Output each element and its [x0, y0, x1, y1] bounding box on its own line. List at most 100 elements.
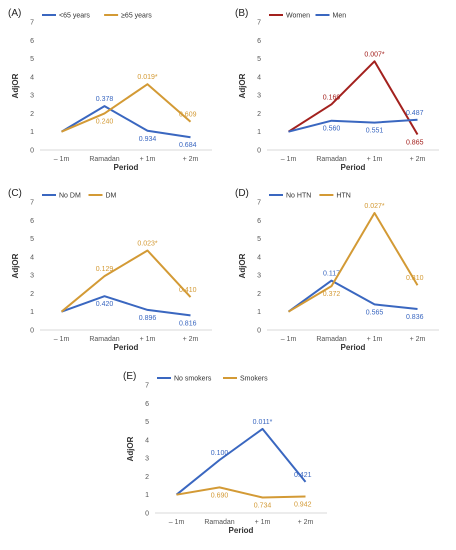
x-tick-label: + 1m — [140, 336, 156, 343]
data-label: 0.565 — [366, 309, 384, 316]
series-line-women — [287, 60, 419, 136]
x-axis-title: Period — [114, 163, 139, 172]
y-tick-label: 2 — [145, 474, 149, 481]
data-label: 0.421 — [294, 472, 312, 479]
series-line-htn — [287, 212, 419, 313]
x-tick-label: + 2m — [183, 336, 199, 343]
panel-label: (A) — [8, 8, 21, 19]
series-line-no-dm — [61, 295, 191, 317]
y-tick-label: 4 — [257, 254, 261, 261]
y-tick-label: 5 — [30, 236, 34, 243]
x-tick-label: Ramadan — [316, 156, 346, 163]
y-tick-label: 2 — [30, 111, 34, 118]
x-tick-label: Ramadan — [89, 336, 119, 343]
data-label: 0.023* — [137, 240, 158, 247]
x-tick-label: + 1m — [367, 336, 383, 343]
chart-panel-3: (C) 0 1 2 3 4 5 6 7 AdjOR – 1m Ramadan + 1m + 2m Perio… — [8, 188, 212, 352]
y-tick-label: 1 — [30, 129, 34, 136]
x-tick-label: Ramadan — [89, 156, 119, 163]
y-axis-title: AdjOR — [11, 253, 20, 278]
panel-label: (D) — [235, 188, 249, 199]
data-label: 0.942 — [294, 502, 312, 509]
legend-label-women: Women — [286, 13, 310, 20]
y-tick-label: 7 — [257, 200, 261, 207]
y-tick-label: 4 — [30, 74, 34, 81]
y-axis-title: AdjOR — [126, 436, 135, 461]
y-tick-label: 0 — [30, 328, 34, 335]
data-label: 0.129 — [96, 266, 114, 273]
y-tick-label: 0 — [257, 148, 261, 155]
y-tick-label: 6 — [257, 38, 261, 45]
x-tick-label: – 1m — [169, 519, 185, 526]
legend-label-no-dm: No DM — [59, 193, 81, 200]
y-tick-label: 5 — [257, 56, 261, 63]
x-tick-label: + 1m — [140, 156, 156, 163]
y-tick-label: 7 — [30, 20, 34, 27]
x-tick-label: + 2m — [410, 336, 426, 343]
y-tick-label: 4 — [30, 254, 34, 261]
series-line-smokers — [176, 486, 306, 499]
x-tick-label: Ramadan — [316, 336, 346, 343]
series-line-men — [288, 118, 418, 133]
y-tick-label: 2 — [257, 111, 261, 118]
data-label: 0.487 — [406, 110, 424, 117]
data-label: 0.011* — [253, 419, 273, 426]
data-label: 0.019* — [137, 74, 158, 81]
x-tick-label: – 1m — [54, 336, 70, 343]
panel-label: (B) — [235, 8, 248, 19]
chart-panel-5: (E) 0 1 2 3 4 5 6 7 AdjOR – 1m Ramadan + 1m + 2m Perio… — [123, 371, 327, 535]
y-tick-label: 3 — [257, 93, 261, 100]
legend-label-dm: DM — [106, 193, 117, 200]
legend-label-65-years: <65 years — [59, 13, 90, 20]
y-tick-label: 5 — [30, 56, 34, 63]
data-label: 0.836 — [406, 314, 424, 321]
x-axis-title: Period — [229, 526, 254, 535]
y-tick-label: 4 — [257, 74, 261, 81]
y-tick-label: 7 — [257, 20, 261, 27]
legend-label-65-years: ≥65 years — [121, 13, 152, 20]
data-label: 0.100 — [211, 450, 229, 457]
panel-label: (E) — [123, 371, 136, 382]
x-tick-label: + 2m — [410, 156, 426, 163]
data-label: 0.240 — [96, 118, 114, 125]
series-line-65-years — [60, 105, 191, 139]
data-label: 0.734 — [254, 502, 272, 509]
series-line-no-htn — [287, 279, 418, 313]
data-label: 0.027* — [364, 203, 385, 210]
y-tick-label: 2 — [257, 291, 261, 298]
y-tick-label: 6 — [257, 218, 261, 225]
y-tick-label: 4 — [145, 437, 149, 444]
y-tick-label: 3 — [145, 456, 149, 463]
data-label: 0.117 — [323, 271, 340, 278]
series-line-dm — [60, 249, 192, 313]
x-tick-label: – 1m — [281, 336, 297, 343]
legend-label-no-smokers: No smokers — [174, 376, 212, 383]
chart-panel-4: (D) 0 1 2 3 4 5 6 7 AdjOR – 1m Ramadan + 1m + 2m Perio… — [235, 188, 439, 352]
data-label: 0.410 — [179, 287, 197, 294]
y-axis-title: AdjOR — [238, 73, 247, 98]
y-tick-label: 6 — [30, 38, 34, 45]
series-line-no-smokers — [175, 427, 307, 496]
y-tick-label: 1 — [257, 309, 261, 316]
y-tick-label: 6 — [30, 218, 34, 225]
data-label: 0.865 — [406, 139, 424, 146]
y-tick-label: 5 — [145, 419, 149, 426]
x-tick-label: – 1m — [54, 156, 70, 163]
data-label: 0.007* — [364, 51, 385, 58]
y-tick-label: 1 — [257, 129, 261, 136]
data-label: 0.816 — [179, 320, 197, 327]
x-tick-label: + 1m — [367, 156, 383, 163]
series-line-65-years — [61, 83, 192, 133]
data-label: 0.609 — [179, 112, 197, 119]
y-tick-label: 5 — [257, 236, 261, 243]
y-tick-label: 0 — [145, 511, 149, 518]
x-tick-label: + 2m — [183, 156, 199, 163]
x-axis-title: Period — [341, 343, 366, 352]
y-tick-label: 0 — [30, 148, 34, 155]
data-label: 0.378 — [96, 96, 114, 103]
data-label: 0.310 — [406, 275, 424, 282]
chart-panel-2: (B) 0 1 2 3 4 5 6 7 AdjOR – 1m Ramadan + 1m + 2m Perio… — [235, 8, 439, 172]
x-tick-label: Ramadan — [204, 519, 234, 526]
y-axis-title: AdjOR — [238, 253, 247, 278]
